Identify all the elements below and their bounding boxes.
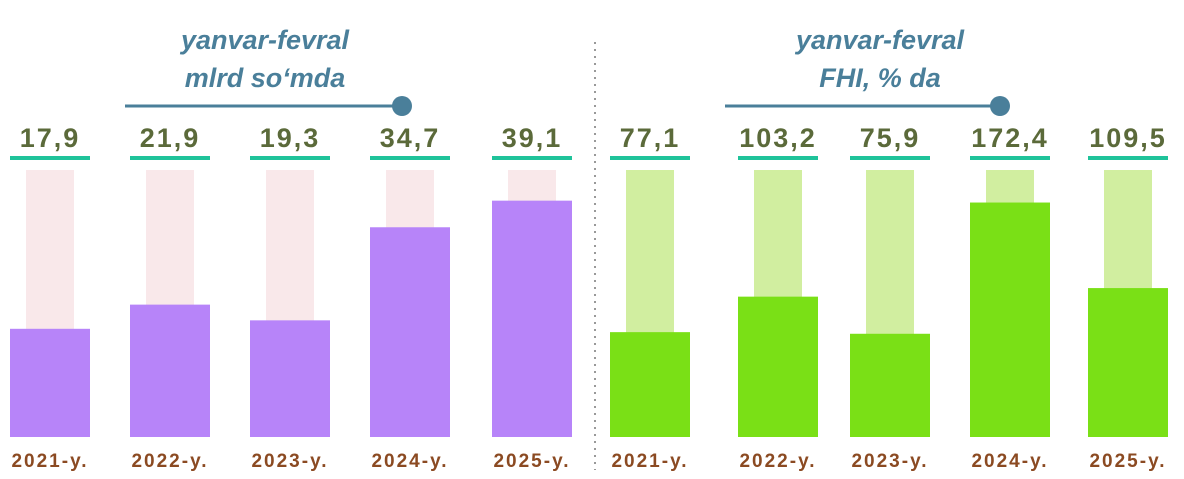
bar (250, 320, 330, 437)
x-tick-label: 2024-y. (371, 451, 448, 472)
decor-dot (392, 96, 412, 116)
value-label: 109,5 (1089, 123, 1167, 153)
bar (850, 333, 930, 437)
bar (610, 332, 690, 437)
chart-title: yanvar-fevral (179, 25, 350, 55)
value-label: 75,9 (860, 123, 921, 153)
bar (130, 304, 210, 437)
value-label: 21,9 (140, 123, 201, 153)
decor-dot (990, 96, 1010, 116)
chart-subtitle: mlrd so‘mda (185, 63, 346, 93)
x-tick-label: 2024-y. (971, 451, 1048, 472)
x-tick-label: 2023-y. (851, 451, 928, 472)
x-tick-label: 2025-y. (1089, 451, 1166, 472)
x-tick-label: 2023-y. (251, 451, 328, 472)
value-label: 77,1 (620, 123, 681, 153)
bar (10, 328, 90, 437)
bar (370, 227, 450, 437)
bar (492, 200, 572, 437)
value-label: 172,4 (971, 123, 1049, 153)
bar (738, 296, 818, 437)
value-label: 17,9 (20, 123, 81, 153)
value-label: 19,3 (260, 123, 321, 153)
bar (1088, 288, 1168, 437)
x-tick-label: 2021-y. (611, 451, 688, 472)
x-tick-label: 2021-y. (11, 451, 88, 472)
x-tick-label: 2022-y. (739, 451, 816, 472)
x-tick-label: 2022-y. (131, 451, 208, 472)
x-tick-label: 2025-y. (493, 451, 570, 472)
chart-title: yanvar-fevral (794, 25, 965, 55)
value-label: 34,7 (380, 123, 441, 153)
chart-subtitle: FHI, % da (819, 63, 941, 93)
value-label: 39,1 (502, 123, 563, 153)
value-label: 103,2 (739, 123, 817, 153)
bar (970, 202, 1050, 437)
